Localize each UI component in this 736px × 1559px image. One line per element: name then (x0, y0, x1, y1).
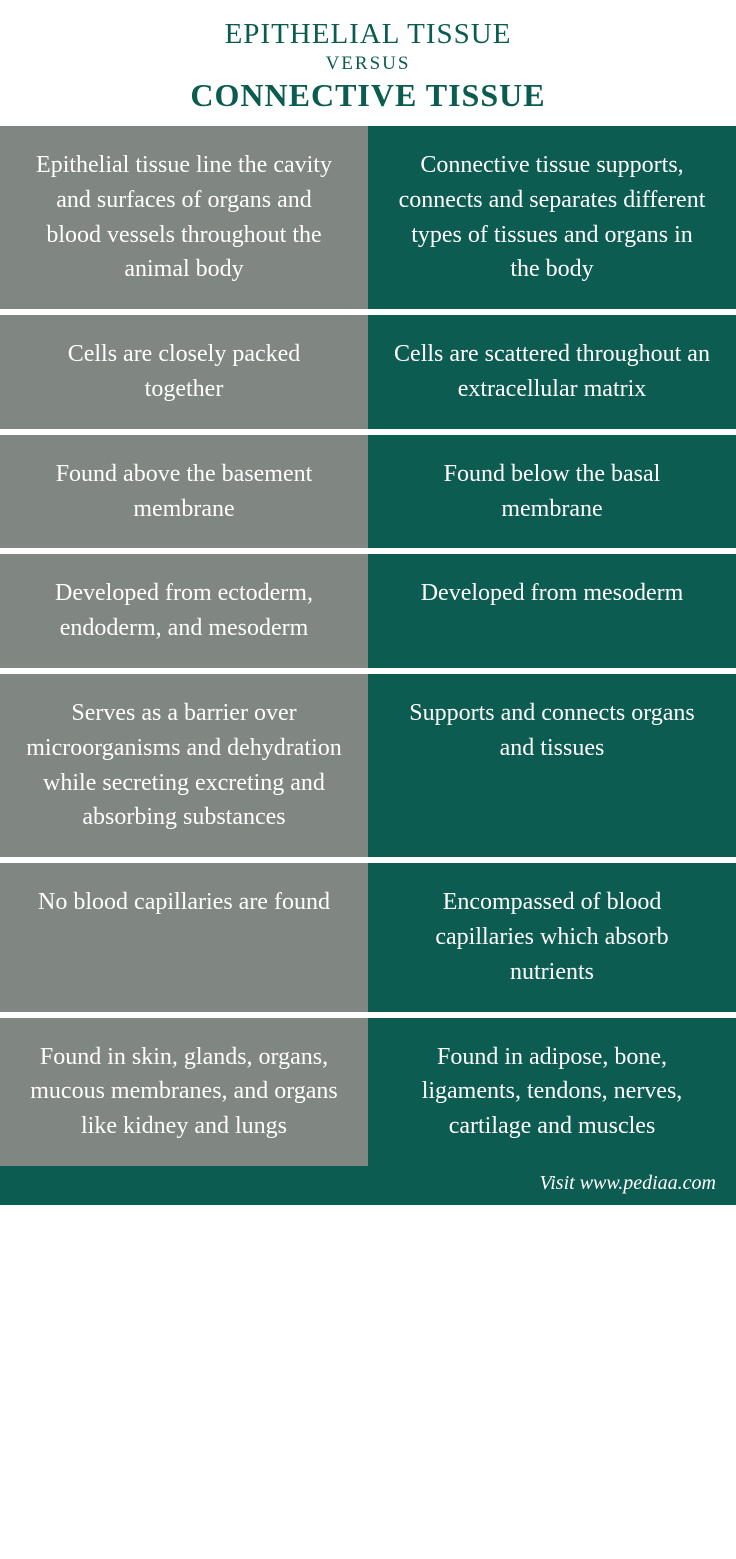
table-row: Epithelial tissue line the cavity and su… (0, 126, 736, 309)
header: EPITHELIAL TISSUE VERSUS CONNECTIVE TISS… (0, 0, 736, 126)
cell-right: Cells are scattered throughout an extrac… (368, 315, 736, 429)
table-row: Developed from ectoderm, endoderm, and m… (0, 548, 736, 668)
infographic-container: EPITHELIAL TISSUE VERSUS CONNECTIVE TISS… (0, 0, 736, 1205)
header-title-1: EPITHELIAL TISSUE (0, 18, 736, 51)
cell-left: Developed from ectoderm, endoderm, and m… (0, 554, 368, 668)
cell-right: Encompassed of blood capillaries which a… (368, 863, 736, 1011)
cell-right: Connective tissue supports, connects and… (368, 126, 736, 309)
table-row: No blood capillaries are found Encompass… (0, 857, 736, 1011)
cell-right: Found in adipose, bone, ligaments, tendo… (368, 1018, 736, 1166)
cell-right: Found below the basal membrane (368, 435, 736, 549)
cell-left: Serves as a barrier over microorganisms … (0, 674, 368, 857)
table-row: Serves as a barrier over microorganisms … (0, 668, 736, 857)
comparison-grid: Epithelial tissue line the cavity and su… (0, 126, 736, 1166)
cell-left: Found above the basement membrane (0, 435, 368, 549)
cell-left: Cells are closely packed together (0, 315, 368, 429)
cell-right: Supports and connects organs and tissues (368, 674, 736, 857)
cell-right: Developed from mesoderm (368, 554, 736, 668)
cell-left: Found in skin, glands, organs, mucous me… (0, 1018, 368, 1166)
table-row: Found above the basement membrane Found … (0, 429, 736, 549)
table-row: Cells are closely packed together Cells … (0, 309, 736, 429)
footer-credit: Visit www.pediaa.com (0, 1166, 736, 1205)
header-title-2: CONNECTIVE TISSUE (0, 77, 736, 114)
cell-left: No blood capillaries are found (0, 863, 368, 1011)
table-row: Found in skin, glands, organs, mucous me… (0, 1012, 736, 1166)
header-versus: VERSUS (0, 53, 736, 75)
cell-left: Epithelial tissue line the cavity and su… (0, 126, 368, 309)
